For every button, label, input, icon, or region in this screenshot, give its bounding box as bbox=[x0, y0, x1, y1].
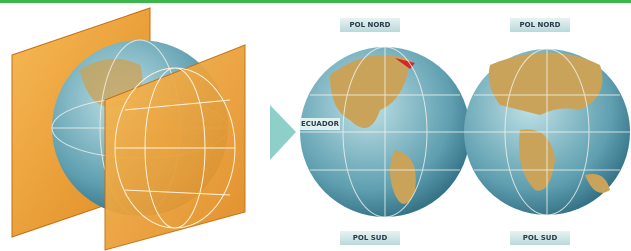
illustration: POL NORD ECUADOR POL SUD POL NORD POL SU… bbox=[0, 0, 631, 251]
projection-scheme bbox=[12, 8, 245, 250]
south-pole-label: POL SUD bbox=[353, 234, 388, 242]
left-hemisphere: POL NORD ECUADOR POL SUD bbox=[300, 18, 470, 245]
top-border bbox=[0, 0, 631, 3]
south-pole-label: POL SUD bbox=[523, 234, 558, 242]
equator-label: ECUADOR bbox=[301, 120, 340, 128]
arrow bbox=[270, 105, 296, 160]
north-pole-label: POL NORD bbox=[520, 21, 561, 29]
right-hemisphere: POL NORD POL SUD bbox=[464, 18, 630, 245]
north-pole-label: POL NORD bbox=[350, 21, 391, 29]
